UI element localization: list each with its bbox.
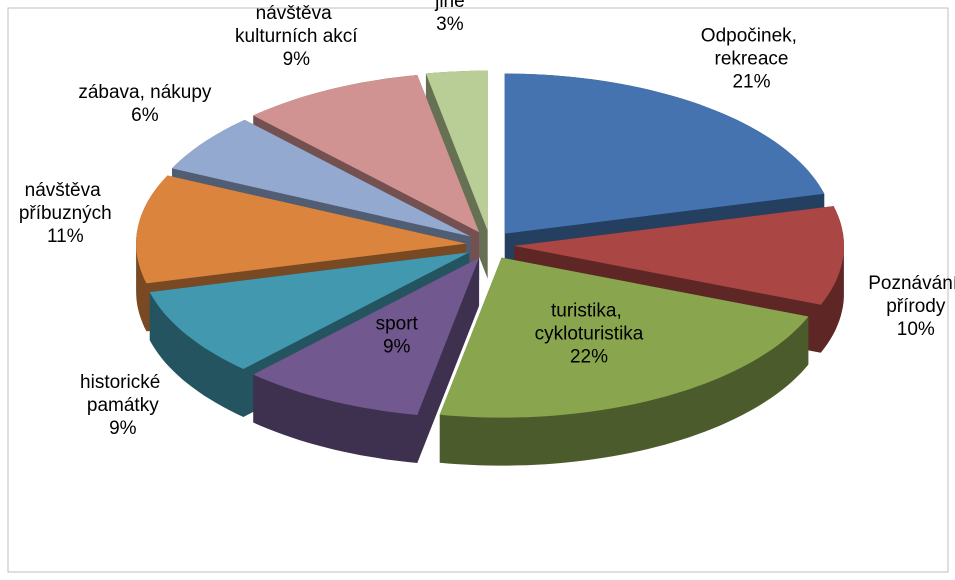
value-label: 9% — [383, 337, 411, 358]
slice — [439, 257, 809, 466]
category-label-line: příbuzných — [19, 203, 112, 224]
category-label-line: sport — [376, 314, 419, 335]
value-label: 21% — [732, 71, 770, 92]
category-label: sport — [376, 314, 419, 335]
category-label-line: jiné — [434, 0, 465, 12]
slice — [149, 252, 470, 417]
slice-top — [172, 119, 471, 237]
category-label-line: Odpočinek, — [701, 25, 802, 46]
category-label: Poznávání přírody — [868, 273, 955, 317]
category-label: jiné — [434, 0, 465, 12]
category-label-line: kulturních akcí — [235, 26, 358, 47]
category-label-line: návštěva — [25, 180, 106, 201]
value-label: 9% — [109, 418, 137, 439]
category-label-line: návštěva — [256, 3, 337, 24]
slice-top — [514, 206, 844, 305]
slice-top — [504, 73, 825, 234]
slice-top — [425, 70, 488, 231]
category-label: návštěva příbuzných — [19, 180, 112, 224]
slice-top — [149, 252, 470, 369]
category-label: historické památky — [80, 372, 166, 416]
value-label: 3% — [436, 14, 464, 35]
category-label-line: Poznávání — [868, 273, 955, 294]
category-label: Odpočinek, rekreace — [701, 25, 802, 69]
slice-top — [253, 257, 480, 415]
value-label: 11% — [47, 226, 84, 247]
slice-top — [439, 257, 809, 418]
category-label-line: cykloturistika — [535, 324, 644, 345]
value-label: 10% — [897, 319, 935, 340]
value-label: 22% — [570, 347, 608, 368]
category-label: zábava, nákupy — [78, 82, 212, 103]
category-label-line: přírody — [886, 296, 946, 317]
slice-top — [136, 175, 467, 284]
category-label: návštěva kulturních akcí — [235, 3, 358, 47]
category-label-line: památky — [87, 395, 159, 416]
category-label-line: historické — [80, 372, 166, 393]
category-label-line: rekreace — [715, 48, 789, 69]
category-label-line: zábava, nákupy — [78, 82, 212, 103]
value-label: 9% — [283, 49, 311, 70]
category-label: turistika, cykloturistika — [535, 301, 644, 345]
category-label-line: turistika, — [551, 301, 627, 322]
value-label: 6% — [131, 105, 159, 126]
slice-top — [253, 75, 480, 233]
slice — [253, 257, 480, 463]
